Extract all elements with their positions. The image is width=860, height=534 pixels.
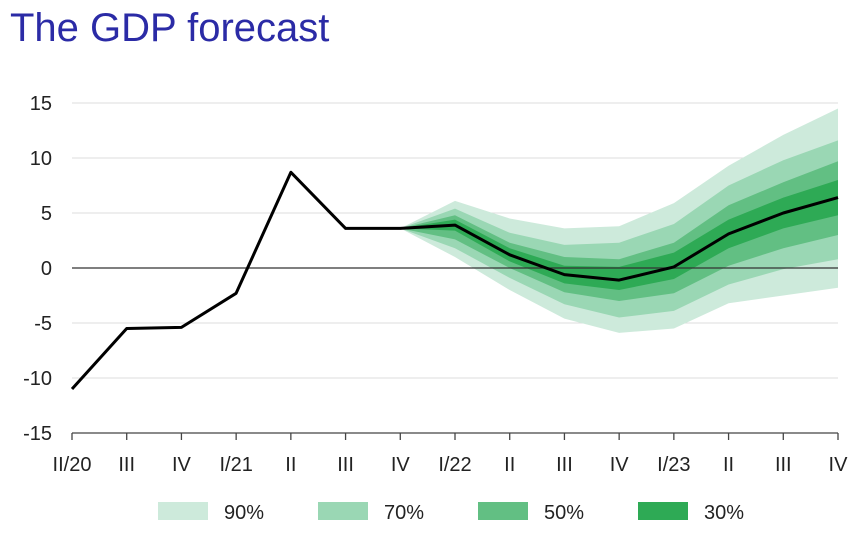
x-tick-label: III <box>556 454 573 476</box>
legend-label: 70% <box>384 502 424 524</box>
y-tick-label: 5 <box>41 203 52 225</box>
legend-label: 50% <box>544 502 584 524</box>
legend-swatch <box>478 502 528 520</box>
x-tick-label: IV <box>172 454 192 476</box>
gdp-series-line <box>70 170 839 391</box>
y-tick-label: -15 <box>23 423 52 445</box>
x-tick-label: III <box>337 454 354 476</box>
x-tick-label: IV <box>829 454 849 476</box>
y-tick-label: 10 <box>30 148 52 170</box>
chart-title: The GDP forecast <box>10 6 330 50</box>
x-tick-label: IV <box>391 454 411 476</box>
legend-swatch <box>638 502 688 520</box>
x-tick-label: II/20 <box>53 454 92 476</box>
x-tick-label: IV <box>610 454 630 476</box>
x-tick-label: II <box>285 454 296 476</box>
x-tick-label: III <box>118 454 135 476</box>
legend-label: 90% <box>224 502 264 524</box>
y-tick-label: 0 <box>41 258 52 280</box>
y-tick-label: -10 <box>23 368 52 390</box>
y-tick-label: 15 <box>30 93 52 115</box>
x-tick-label: III <box>775 454 792 476</box>
legend-label: 30% <box>704 502 744 524</box>
x-tick-label: I/22 <box>438 454 471 476</box>
y-tick-label: -5 <box>34 313 52 335</box>
legend-swatch <box>318 502 368 520</box>
fan-band-50pct <box>400 161 838 301</box>
x-tick-label: II <box>723 454 734 476</box>
legend-swatch <box>158 502 208 520</box>
x-tick-label: I/21 <box>219 454 252 476</box>
fan-band-70pct <box>400 140 838 318</box>
x-tick-label: II <box>504 454 515 476</box>
x-tick-label: I/23 <box>657 454 690 476</box>
